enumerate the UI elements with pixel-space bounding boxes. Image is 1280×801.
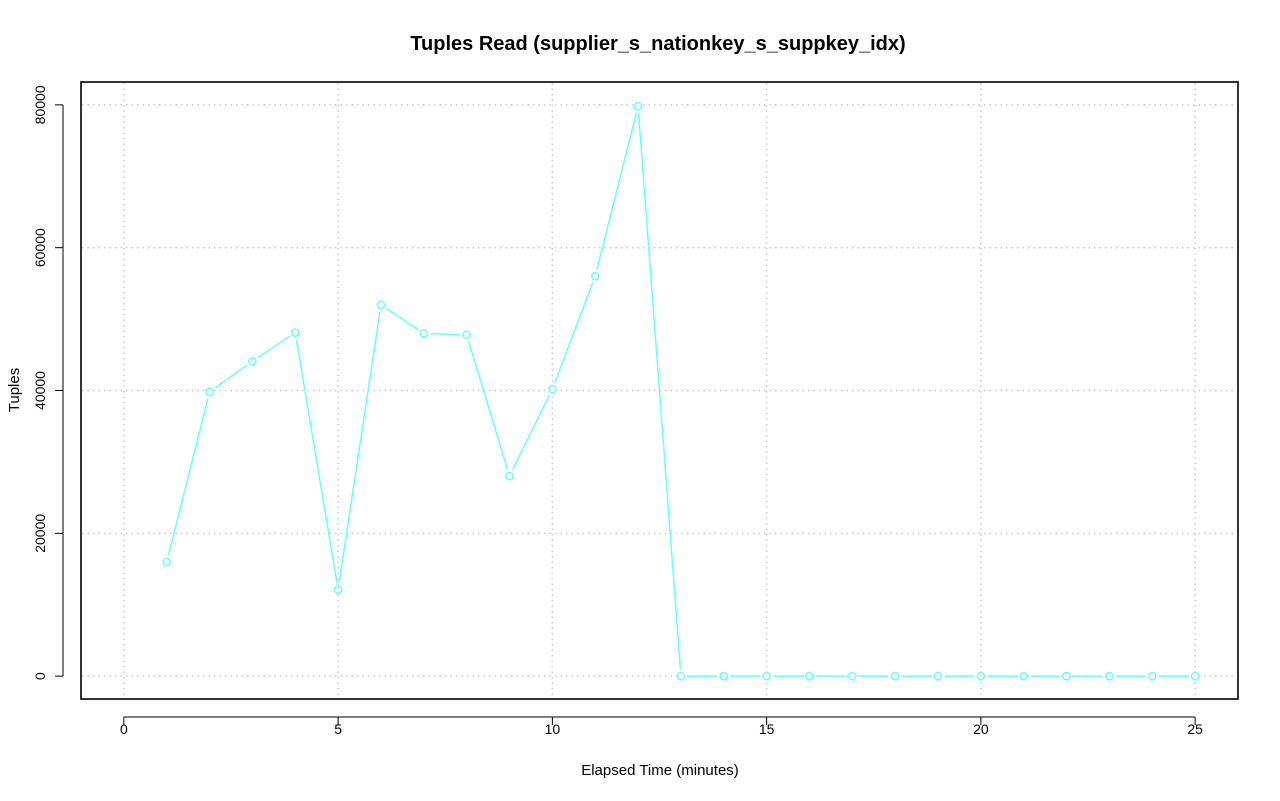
series-group [162,101,1200,681]
data-point [162,557,172,567]
chart-title: Tuples Read (supplier_s_nationkey_s_supp… [410,33,905,55]
x-tick-label: 0 [120,721,128,737]
x-axis-label: Elapsed Time (minutes) [581,762,739,779]
data-point [290,328,300,338]
data-point [376,300,386,310]
data-point [976,671,986,681]
data-point [333,585,343,595]
data-point [505,471,514,481]
x-tick-label: 25 [1187,721,1203,737]
series-line-segment [467,341,509,470]
y-tick-label: 20000 [32,514,48,553]
data-point [633,101,643,111]
y-axis: 0 20000 40000 60000 80000 [32,85,64,680]
data-point [1147,671,1157,681]
series-line-segment [295,339,338,584]
x-tick-label: 10 [545,721,561,737]
y-tick-label: 0 [32,672,48,680]
series-line-segment [596,112,638,270]
y-axis-label: Tuples [6,368,23,412]
data-point [719,671,729,681]
x-axis: 0 5 10 15 20 25 [120,716,1203,737]
data-point [1105,671,1114,681]
data-point [548,384,557,394]
series-line-segment [637,113,682,670]
data-point [590,271,600,281]
series-line-segment [214,364,248,389]
series-line-segment [338,311,381,584]
x-tick-label: 15 [759,721,775,737]
data-point [248,356,257,366]
y-tick-label: 60000 [32,228,48,267]
series-line-segment [386,307,419,331]
series-line-segment [167,398,209,556]
data-point [1019,671,1029,681]
data-point [1062,671,1071,681]
data-point [205,387,214,397]
data-point [890,671,900,681]
data-point [805,671,814,681]
series-line-segment [257,335,291,359]
data-point [847,671,857,681]
data-point [1190,671,1200,681]
x-tick-label: 20 [973,721,989,737]
series [162,101,1200,681]
series-line-segment [554,282,594,383]
series-line-segment [430,332,460,336]
y-tick-label: 40000 [32,371,48,410]
plot-area-border [80,81,1239,700]
data-point [462,330,472,340]
data-point [762,671,771,681]
data-point [419,329,429,338]
x-tick-label: 5 [334,721,342,737]
series-line-segment [511,394,551,471]
data-point [676,671,686,681]
data-point [933,671,943,681]
y-tick-label: 80000 [32,85,48,124]
